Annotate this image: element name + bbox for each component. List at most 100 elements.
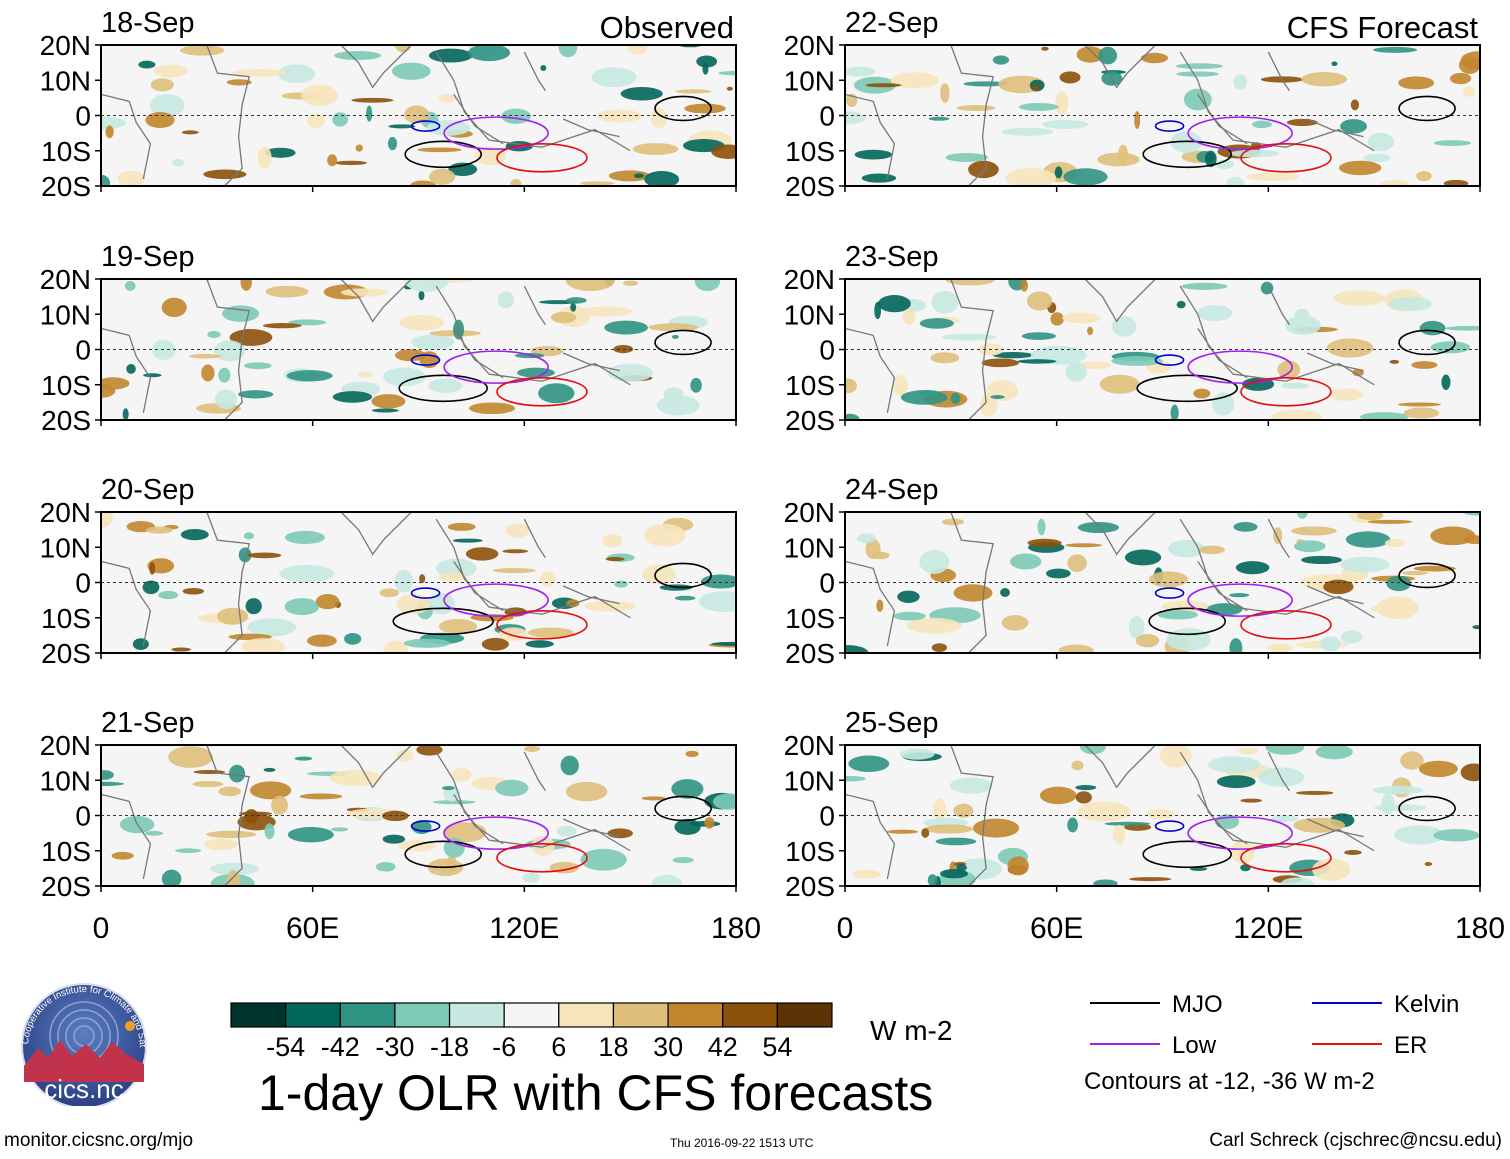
olr-anomaly: [1246, 172, 1299, 181]
olr-anomaly: [1204, 150, 1217, 168]
kelvin-contour: [1154, 820, 1185, 832]
coastline: [562, 352, 620, 372]
x-tick-label: 180: [711, 912, 761, 945]
olr-anomaly: [101, 116, 126, 130]
olr-anomaly: [1017, 359, 1057, 364]
olr-anomaly: [704, 817, 715, 829]
y-tick-label: 20N: [784, 497, 835, 528]
y-tick-label: 0: [75, 101, 91, 132]
y-tick-label: 10S: [41, 136, 91, 167]
olr-anomaly: [1170, 404, 1179, 420]
olr-anomaly: [279, 564, 335, 583]
coastline: [1197, 793, 1248, 845]
colorbar-swatch: [285, 1002, 341, 1028]
coastline: [1306, 118, 1364, 138]
olr-anomaly: [992, 351, 1034, 359]
olr-anomaly: [1079, 745, 1106, 755]
olr-anomaly: [1010, 553, 1042, 570]
olr-anomaly: [1400, 751, 1424, 770]
coastline: [523, 285, 547, 326]
olr-anomaly: [1279, 877, 1315, 886]
olr-anomaly: [1301, 72, 1348, 87]
olr-anomaly: [1111, 356, 1163, 366]
olr-anomaly: [874, 301, 882, 320]
legend-label-er: ER: [1394, 1032, 1427, 1059]
olr-anomaly: [942, 518, 964, 526]
olr-anomaly: [1039, 786, 1077, 805]
olr-anomaly: [941, 333, 997, 341]
olr-anomaly: [1401, 570, 1429, 576]
olr-anomaly: [307, 634, 337, 647]
coastline: [1197, 327, 1248, 379]
coastline: [340, 45, 412, 89]
olr-anomaly: [327, 154, 338, 167]
olr-anomaly: [1463, 86, 1476, 97]
coastline: [453, 327, 504, 379]
olr-anomaly: [447, 522, 476, 531]
olr-anomaly: [216, 607, 249, 625]
olr-anomaly: [1271, 409, 1322, 420]
olr-anomaly: [265, 147, 296, 158]
colorbar-label: -42: [321, 1032, 360, 1062]
olr-anomaly: [897, 590, 920, 603]
olr-anomaly: [355, 144, 363, 152]
olr-anomaly: [244, 809, 259, 824]
olr-anomaly: [206, 830, 257, 839]
olr-anomaly: [1273, 527, 1283, 545]
olr-anomaly: [1170, 131, 1203, 153]
olr-anomaly: [930, 352, 960, 364]
olr-anomaly: [201, 364, 215, 382]
olr-anomaly: [1176, 300, 1186, 309]
olr-anomaly: [1007, 856, 1029, 876]
mjo-contour: [1136, 374, 1238, 403]
colorbar-units: W m-2: [870, 1015, 953, 1046]
olr-anomaly: [1238, 747, 1259, 755]
olr-anomaly: [383, 367, 426, 387]
er-contour: [1240, 143, 1332, 173]
olr-anomaly: [101, 770, 114, 780]
olr-anomaly: [566, 297, 587, 304]
olr-anomaly: [876, 599, 884, 612]
y-tick-label: 10S: [41, 603, 91, 634]
olr-anomaly: [1058, 644, 1094, 653]
olr-anomaly: [1176, 71, 1219, 77]
olr-anomaly: [690, 377, 702, 393]
olr-anomaly: [332, 112, 349, 127]
olr-anomaly: [1472, 625, 1480, 630]
olr-anomaly: [213, 340, 246, 362]
legend-label-low: Low: [1172, 1032, 1217, 1059]
er-contour: [496, 143, 588, 173]
olr-anomaly: [1296, 512, 1308, 519]
y-tick-label: 10S: [41, 370, 91, 401]
olr-anomaly: [1235, 561, 1270, 575]
olr-anomaly: [671, 779, 704, 799]
y-tick-label: 10N: [40, 765, 91, 796]
olr-anomaly: [240, 279, 252, 291]
olr-anomaly: [192, 780, 224, 788]
olr-anomaly: [1140, 52, 1169, 64]
panel-date-label: 19-Sep: [101, 241, 195, 273]
olr-anomaly: [172, 158, 185, 167]
olr-anomaly: [161, 297, 187, 318]
olr-anomaly: [277, 64, 316, 84]
legend-label-mjo: MJO: [1172, 991, 1223, 1018]
y-tick-label: 20N: [784, 30, 835, 61]
olr-anomaly: [340, 288, 389, 297]
olr-anomaly: [1168, 539, 1205, 558]
olr-anomaly: [1388, 296, 1432, 312]
er-contour: [496, 376, 588, 407]
olr-anomaly: [351, 97, 394, 103]
olr-anomaly: [179, 45, 225, 56]
olr-anomaly: [919, 318, 954, 329]
colorbar-label: -6: [492, 1032, 516, 1062]
coastline: [1084, 45, 1156, 89]
y-tick-label: 10N: [784, 765, 835, 796]
olr-anomaly: [271, 795, 288, 815]
olr-anomaly: [182, 587, 204, 595]
olr-anomaly: [560, 755, 579, 776]
olr-anomaly: [865, 83, 902, 88]
panel-date-label: 22-Sep: [845, 7, 939, 39]
olr-anomaly: [247, 618, 297, 637]
olr-anomaly: [648, 323, 699, 332]
panel-24-Sep: 20N 10N 0 10S 20S 24-Sep: [784, 474, 1481, 669]
